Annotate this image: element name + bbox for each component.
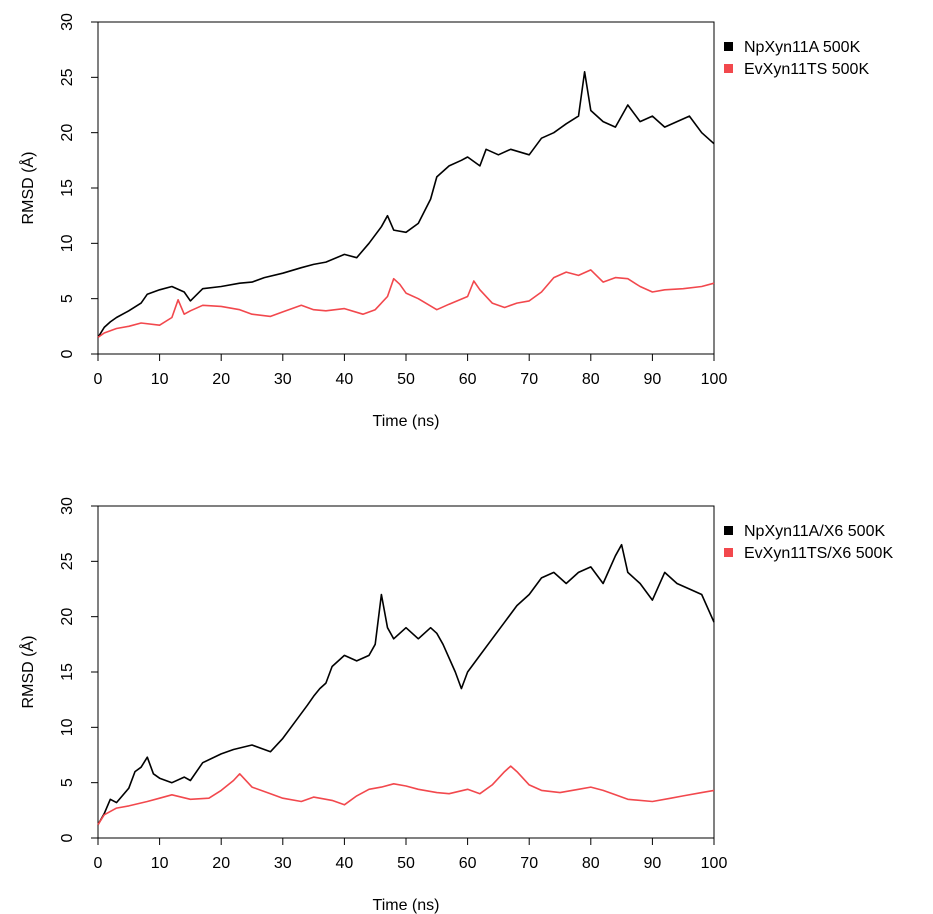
legend-swatch — [724, 42, 733, 51]
y-axis-title-unit: (Å) — [18, 636, 37, 657]
legend-label: EvXyn11TS 500K — [744, 61, 869, 78]
y-tick-label: 30 — [59, 13, 76, 31]
x-tick-label: 50 — [397, 371, 415, 388]
legend-label: EvXyn11TS/X6 500K — [744, 545, 893, 562]
x-tick-label: 40 — [336, 371, 354, 388]
y-tick-label: 20 — [59, 608, 76, 626]
legend-swatch — [724, 64, 733, 73]
y-tick-label: 5 — [59, 778, 76, 787]
x-tick-label: 80 — [582, 371, 600, 388]
x-tick-label: 70 — [520, 855, 538, 872]
x-tick-label: 50 — [397, 855, 415, 872]
y-tick-label: 30 — [59, 497, 76, 515]
x-tick-label: 10 — [151, 371, 169, 388]
y-tick-label: 15 — [59, 179, 76, 197]
x-tick-label: 70 — [520, 371, 538, 388]
plot-frame — [97, 21, 715, 355]
legend-swatch — [724, 548, 733, 557]
x-axis-title: Time (ns) — [373, 897, 440, 914]
x-tick-label: 90 — [644, 855, 662, 872]
y-tick-label: 25 — [59, 552, 76, 570]
series-line-black — [97, 71, 715, 338]
y-tick-label: 0 — [59, 833, 76, 842]
x-tick-label: 60 — [459, 371, 477, 388]
x-tick-label: 100 — [701, 855, 728, 872]
y-tick-label: 10 — [59, 718, 76, 736]
x-tick-label: 100 — [701, 371, 728, 388]
y-axis-title-unit: (Å) — [18, 152, 37, 173]
legend-label: NpXyn11A/X6 500K — [744, 523, 885, 540]
y-tick-label: 5 — [59, 294, 76, 303]
y-tick-label: 15 — [59, 663, 76, 681]
x-tick-label: 10 — [151, 855, 169, 872]
y-tick-label: 0 — [59, 349, 76, 358]
plot-frame — [97, 505, 715, 839]
x-tick-label: 0 — [94, 371, 103, 388]
legend-swatch — [724, 526, 733, 535]
x-tick-label: 40 — [336, 855, 354, 872]
y-tick-label: 20 — [59, 124, 76, 142]
x-tick-label: 30 — [274, 371, 292, 388]
series-line-red — [97, 765, 715, 826]
top-rmsd-chart: 0 10 20 30 40 50 60 70 80 90 100 0 5 10 15 20 25 30 Time (… — [18, 13, 869, 430]
bottom-rmsd-chart: 0 10 20 30 40 50 60 70 80 90 100 0 5 10 15 20 25 30 Time (… — [18, 497, 893, 914]
x-axis-title: Time (ns) — [373, 413, 440, 430]
x-tick-label: 80 — [582, 855, 600, 872]
legend-label: NpXyn11A 500K — [744, 39, 861, 56]
x-tick-label: 90 — [644, 371, 662, 388]
y-tick-label: 10 — [59, 234, 76, 252]
series-line-black — [97, 543, 715, 826]
y-axis-title: RMSD (Å) — [18, 152, 37, 225]
x-tick-label: 20 — [212, 855, 230, 872]
y-axis-title-label: RMSD — [20, 657, 37, 709]
y-tick-label: 25 — [59, 68, 76, 86]
series-line-red — [97, 269, 715, 339]
x-tick-label: 60 — [459, 855, 477, 872]
x-tick-label: 30 — [274, 855, 292, 872]
x-tick-label: 0 — [94, 855, 103, 872]
y-axis-title: RMSD (Å) — [18, 636, 37, 709]
y-axis-title-label: RMSD — [20, 173, 37, 225]
x-tick-label: 20 — [212, 371, 230, 388]
